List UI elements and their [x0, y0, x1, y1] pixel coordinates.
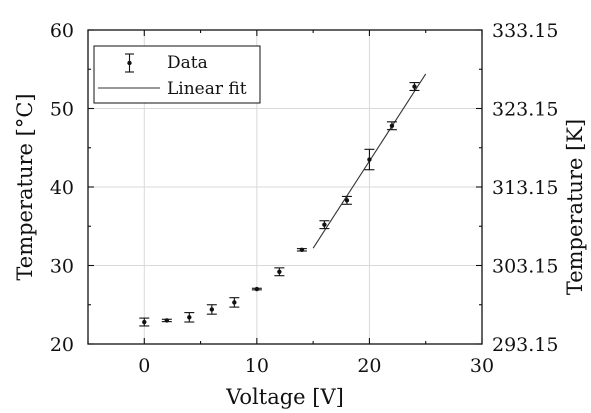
- y-right-tick-label: 313.15: [492, 177, 558, 199]
- y-right-tick-label: 293.15: [492, 334, 558, 356]
- y-tick-label: 40: [50, 177, 74, 199]
- data-point: [251, 286, 262, 292]
- data-point: [184, 312, 195, 323]
- data-point: [386, 121, 397, 131]
- data-point: [364, 148, 375, 171]
- data-marker: [344, 198, 350, 203]
- data-point: [319, 220, 330, 230]
- data-marker: [322, 222, 327, 227]
- data-point: [274, 267, 285, 277]
- data-point: [229, 297, 240, 308]
- data-marker: [389, 123, 395, 128]
- data-marker: [277, 269, 282, 274]
- legend: Data Linear fit: [93, 45, 261, 104]
- data-point: [341, 195, 352, 205]
- y-right-tick-label: 323.15: [492, 99, 558, 121]
- data-marker: [367, 157, 372, 162]
- legend-box: [93, 45, 261, 104]
- x-tick-label: 10: [245, 355, 269, 377]
- data-layer: [139, 82, 420, 327]
- ticks: [87, 29, 483, 345]
- data-point: [206, 304, 217, 315]
- x-axis-title: Voltage [V]: [225, 385, 344, 409]
- y-tick-label: 50: [50, 99, 74, 121]
- data-marker: [142, 319, 147, 325]
- x-tick-label: 0: [138, 355, 150, 377]
- data-marker: [254, 286, 260, 292]
- data-marker: [232, 300, 237, 305]
- data-marker: [187, 315, 192, 320]
- data-marker: [164, 318, 169, 323]
- legend-label-data: Data: [167, 53, 208, 73]
- y-axis-title: Temperature [°C]: [13, 93, 37, 280]
- y-tick-label: 30: [50, 256, 74, 278]
- y-tick-label: 20: [50, 334, 74, 356]
- data-point: [296, 247, 307, 252]
- x-tick-label: 30: [470, 355, 494, 377]
- data-point: [409, 82, 420, 91]
- legend-data-symbol: [125, 53, 134, 73]
- y-right-tick-label: 303.15: [492, 256, 558, 278]
- y-right-axis-title: Temperature [K]: [563, 119, 587, 295]
- y-tick-label: 60: [50, 20, 74, 42]
- x-tick-label: 20: [357, 355, 381, 377]
- data-marker: [209, 307, 215, 312]
- data-marker: [299, 247, 305, 252]
- data-point: [139, 317, 150, 327]
- legend-label-fit: Linear fit: [167, 79, 247, 99]
- data-point: [161, 318, 172, 323]
- data-marker: [412, 84, 417, 89]
- y-right-tick-label: 333.15: [492, 20, 558, 42]
